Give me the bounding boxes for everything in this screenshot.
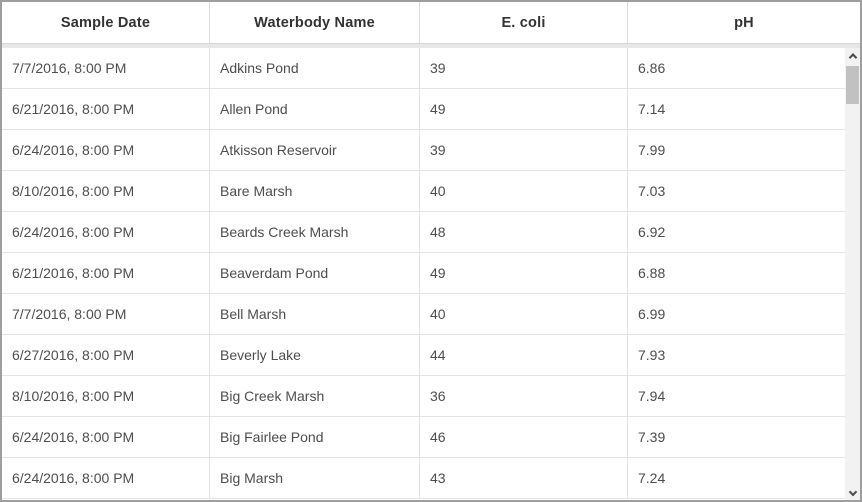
table-row[interactable]: 7/7/2016, 8:00 PM Adkins Pond 39 6.86 (2, 48, 860, 89)
cell-waterbody-name: Big Marsh (210, 458, 420, 498)
chevron-up-icon (848, 53, 857, 62)
cell-e-coli: 40 (420, 294, 628, 334)
table-row[interactable]: 7/7/2016, 8:00 PM Bell Marsh 40 6.99 (2, 294, 860, 335)
cell-waterbody-name: Atkisson Reservoir (210, 130, 420, 170)
chevron-down-icon (848, 487, 857, 497)
table-row[interactable]: 6/24/2016, 8:00 PM Big Fairlee Pond 46 7… (2, 417, 860, 458)
cell-e-coli: 49 (420, 89, 628, 129)
cell-ph: 7.39 (638, 429, 666, 445)
cell-ph: 7.99 (638, 142, 666, 158)
cell-e-coli: 48 (420, 212, 628, 252)
table-row[interactable]: 8/10/2016, 8:00 PM Big Creek Marsh 36 7.… (2, 376, 860, 417)
cell-ph: 7.93 (638, 347, 666, 363)
cell-waterbody-name: Big Creek Marsh (210, 376, 420, 416)
table-row[interactable]: 6/24/2016, 8:00 PM Atkisson Reservoir 39… (2, 130, 860, 171)
cell-sample-date: 6/24/2016, 8:00 PM (2, 458, 210, 498)
cell-sample-date: 6/27/2016, 8:00 PM (2, 335, 210, 375)
cell-sample-date: 7/7/2016, 8:00 PM (2, 294, 210, 334)
cell-sample-date: 6/24/2016, 8:00 PM (2, 212, 210, 252)
cell-e-coli: 43 (420, 458, 628, 498)
column-header-sample-date[interactable]: Sample Date (2, 2, 210, 43)
cell-e-coli: 39 (420, 130, 628, 170)
cell-e-coli: 44 (420, 335, 628, 375)
cell-sample-date: 6/24/2016, 8:00 PM (2, 417, 210, 457)
table-row[interactable]: 6/24/2016, 8:00 PM Beards Creek Marsh 48… (2, 212, 860, 253)
cell-ph: 6.99 (638, 306, 666, 322)
table-row[interactable]: 6/27/2016, 8:00 PM Beverly Lake 44 7.93 (2, 335, 860, 376)
cell-ph: 6.88 (638, 265, 666, 281)
cell-waterbody-name: Beards Creek Marsh (210, 212, 420, 252)
cell-e-coli: 40 (420, 171, 628, 211)
cell-waterbody-name: Beaverdam Pond (210, 253, 420, 293)
cell-sample-date: 8/10/2016, 8:00 PM (2, 376, 210, 416)
table-row[interactable]: 6/21/2016, 8:00 PM Beaverdam Pond 49 6.8… (2, 253, 860, 294)
cell-waterbody-name: Allen Pond (210, 89, 420, 129)
table-header-row: Sample Date Waterbody Name E. coli pH (2, 2, 860, 43)
column-header-waterbody-name[interactable]: Waterbody Name (210, 2, 420, 43)
cell-waterbody-name: Adkins Pond (210, 48, 420, 88)
vertical-scrollbar[interactable] (845, 48, 860, 500)
cell-e-coli: 39 (420, 48, 628, 88)
cell-e-coli: 49 (420, 253, 628, 293)
column-header-ph[interactable]: pH (734, 14, 754, 31)
cell-sample-date: 8/10/2016, 8:00 PM (2, 171, 210, 211)
scrollbar-thumb[interactable] (846, 66, 859, 104)
table-row[interactable]: 8/10/2016, 8:00 PM Bare Marsh 40 7.03 (2, 171, 860, 212)
cell-ph: 7.24 (638, 470, 666, 486)
cell-waterbody-name: Beverly Lake (210, 335, 420, 375)
cell-sample-date: 6/21/2016, 8:00 PM (2, 89, 210, 129)
cell-waterbody-name: Big Fairlee Pond (210, 417, 420, 457)
cell-ph: 7.03 (638, 183, 666, 199)
scroll-down-button[interactable] (845, 484, 860, 500)
table-body: 7/7/2016, 8:00 PM Adkins Pond 39 6.86 6/… (2, 48, 860, 500)
cell-ph: 6.86 (638, 60, 666, 76)
cell-ph: 7.14 (638, 101, 666, 117)
cell-sample-date: 7/7/2016, 8:00 PM (2, 48, 210, 88)
cell-e-coli: 36 (420, 376, 628, 416)
cell-waterbody-name: Bare Marsh (210, 171, 420, 211)
cell-sample-date: 6/21/2016, 8:00 PM (2, 253, 210, 293)
table-row[interactable]: 6/24/2016, 8:00 PM Big Marsh 43 7.24 (2, 458, 860, 499)
header-separator (2, 43, 860, 48)
cell-e-coli: 46 (420, 417, 628, 457)
cell-sample-date: 6/24/2016, 8:00 PM (2, 130, 210, 170)
cell-ph: 7.94 (638, 388, 666, 404)
cell-ph: 6.92 (638, 224, 666, 240)
scroll-up-button[interactable] (845, 48, 860, 64)
cell-waterbody-name: Bell Marsh (210, 294, 420, 334)
column-header-e-coli[interactable]: E. coli (420, 2, 628, 43)
table-row[interactable]: 6/21/2016, 8:00 PM Allen Pond 49 7.14 (2, 89, 860, 130)
